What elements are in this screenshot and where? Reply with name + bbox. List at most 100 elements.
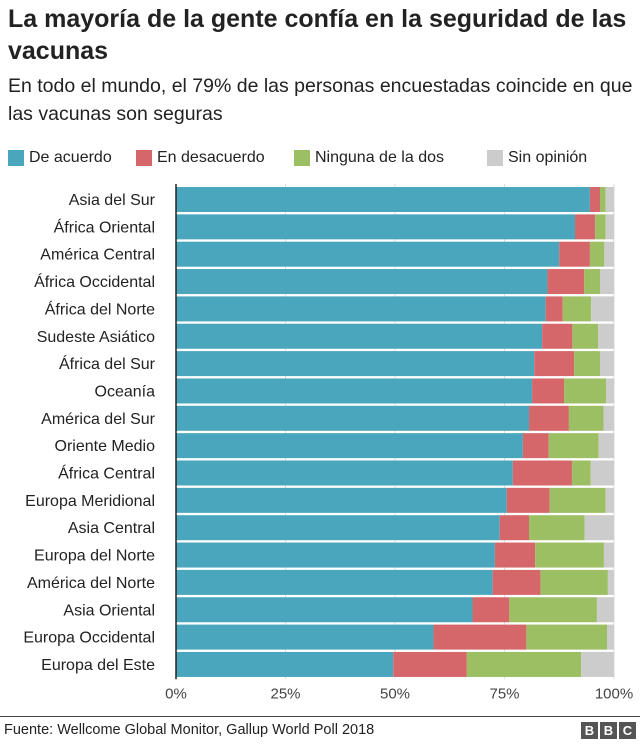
bar-segment-de-acuerdo [176,597,473,623]
bar-segment-sin-opini-n [606,624,614,650]
bar-segment-sin-opini-n [605,187,614,212]
category-label: Oceanía [95,383,156,400]
bar-segment-sin-opini-n [599,269,614,295]
bar-segment-de-acuerdo [176,187,590,212]
bar-segment-en-desacuerdo [529,405,569,431]
x-tick-label: 25% [270,685,300,702]
x-tick-label: 50% [380,685,410,702]
bar-segment-en-desacuerdo [545,296,563,322]
bar-segment-en-desacuerdo [492,569,541,595]
legend-label: De acuerdo [29,149,112,166]
category-label: África Occidental [34,272,155,291]
legend-swatch [294,150,310,166]
category-label: Asia Oriental [63,602,155,619]
bar-segment-sin-opini-n [605,487,614,513]
category-label: Oriente Medio [55,438,156,455]
bar-segment-sin-opini-n [598,433,614,459]
bar-segment-de-acuerdo [176,433,523,459]
bar-segment-sin-opini-n [584,515,614,541]
bar-segment-en-desacuerdo [499,515,530,541]
legend-item-ninguna: Ninguna de la dos [294,149,444,167]
source-note: Fuente: Wellcome Global Monitor, Gallup … [4,722,375,738]
bar-segment-en-desacuerdo [433,624,527,650]
category-label: África del Sur [59,354,156,373]
category-label: Europa Meridional [25,493,155,510]
category-label: Asia Central [68,520,155,537]
bar-segment-de-acuerdo [176,323,543,349]
footer-divider [0,716,640,717]
category-label: América del Norte [27,575,155,592]
category-label: Europa del Este [41,657,155,674]
bar-segment-en-desacuerdo [472,597,510,623]
bar-segment-ninguna-de-la-dos [599,187,606,212]
bar-segment-ninguna-de-la-dos [568,405,604,431]
bar-segment-en-desacuerdo [393,651,467,677]
bar-segment-en-desacuerdo [534,351,575,377]
bar-segment-ninguna-de-la-dos [549,487,606,513]
bar-segment-de-acuerdo [176,487,507,513]
bar-segment-de-acuerdo [176,296,546,322]
bar-segment-sin-opini-n [607,569,614,595]
bar-segment-sin-opini-n [581,651,614,677]
x-tick-label: 75% [489,685,519,702]
bar-segment-de-acuerdo [176,405,530,431]
bar-segment-sin-opini-n [603,542,614,568]
category-label: América Central [40,247,155,264]
bar-segment-de-acuerdo [176,542,495,568]
bar-segment-ninguna-de-la-dos [584,269,600,295]
bar-segment-de-acuerdo [176,624,434,650]
bar-segment-ninguna-de-la-dos [562,296,592,322]
bar-segment-sin-opini-n [599,351,614,377]
bar-segment-de-acuerdo [176,269,548,295]
bar-segment-ninguna-de-la-dos [526,624,607,650]
legend-swatch [487,150,503,166]
bar-segment-de-acuerdo [176,351,535,377]
bar-segment-sin-opini-n [606,378,614,404]
bar-segment-sin-opini-n [590,460,614,486]
bar-segment-ninguna-de-la-dos [572,323,599,349]
bar-segment-ninguna-de-la-dos [466,651,582,677]
bar-segment-ninguna-de-la-dos [509,597,597,623]
legend: De acuerdo En desacuerdo Ninguna de la d… [8,149,638,171]
bar-segment-de-acuerdo [176,378,533,404]
bar-segment-ninguna-de-la-dos [535,542,604,568]
bar-segment-ninguna-de-la-dos [540,569,608,595]
bar-segment-de-acuerdo [176,214,576,240]
category-label: Sudeste Asiático [37,329,155,346]
bar-segment-de-acuerdo [176,569,493,595]
legend-item-de-acuerdo: De acuerdo [8,149,112,167]
bar-segment-en-desacuerdo [547,269,585,295]
category-label: Europa Occidental [23,630,155,647]
bar-segment-ninguna-de-la-dos [589,241,605,267]
legend-label: Sin opinión [508,149,588,166]
bar-segment-ninguna-de-la-dos [548,433,599,459]
legend-swatch [8,150,24,166]
category-label: América del Sur [41,411,155,428]
bar-segment-ninguna-de-la-dos [595,214,606,240]
bar-segment-de-acuerdo [176,241,560,267]
bar-segment-en-desacuerdo [512,460,572,486]
legend-swatch [136,150,152,166]
chart-subtitle: En todo el mundo, el 79% de las personas… [8,75,633,125]
category-label: África Oriental [54,217,155,236]
category-label: Asia del Sur [69,192,156,209]
bar-segment-en-desacuerdo [575,214,596,240]
bar-segment-sin-opini-n [603,405,614,431]
bar-segment-en-desacuerdo [559,241,590,267]
bar-segment-ninguna-de-la-dos [571,460,591,486]
category-label: África del Norte [45,299,155,318]
bar-segment-ninguna-de-la-dos [574,351,600,377]
bar-segment-de-acuerdo [176,651,394,677]
bar-segment-sin-opini-n [596,597,614,623]
bar-segment-ninguna-de-la-dos [529,515,585,541]
bar-segment-de-acuerdo [176,460,513,486]
bar-segment-en-desacuerdo [589,187,600,212]
bar-segment-en-desacuerdo [506,487,550,513]
bar-segment-sin-opini-n [604,241,614,267]
bar-segment-en-desacuerdo [542,323,573,349]
legend-item-sin-opinion: Sin opinión [487,149,587,167]
category-label: África Central [58,464,155,483]
category-label: Europa del Norte [34,548,155,565]
legend-item-en-desacuerdo: En desacuerdo [136,149,265,167]
